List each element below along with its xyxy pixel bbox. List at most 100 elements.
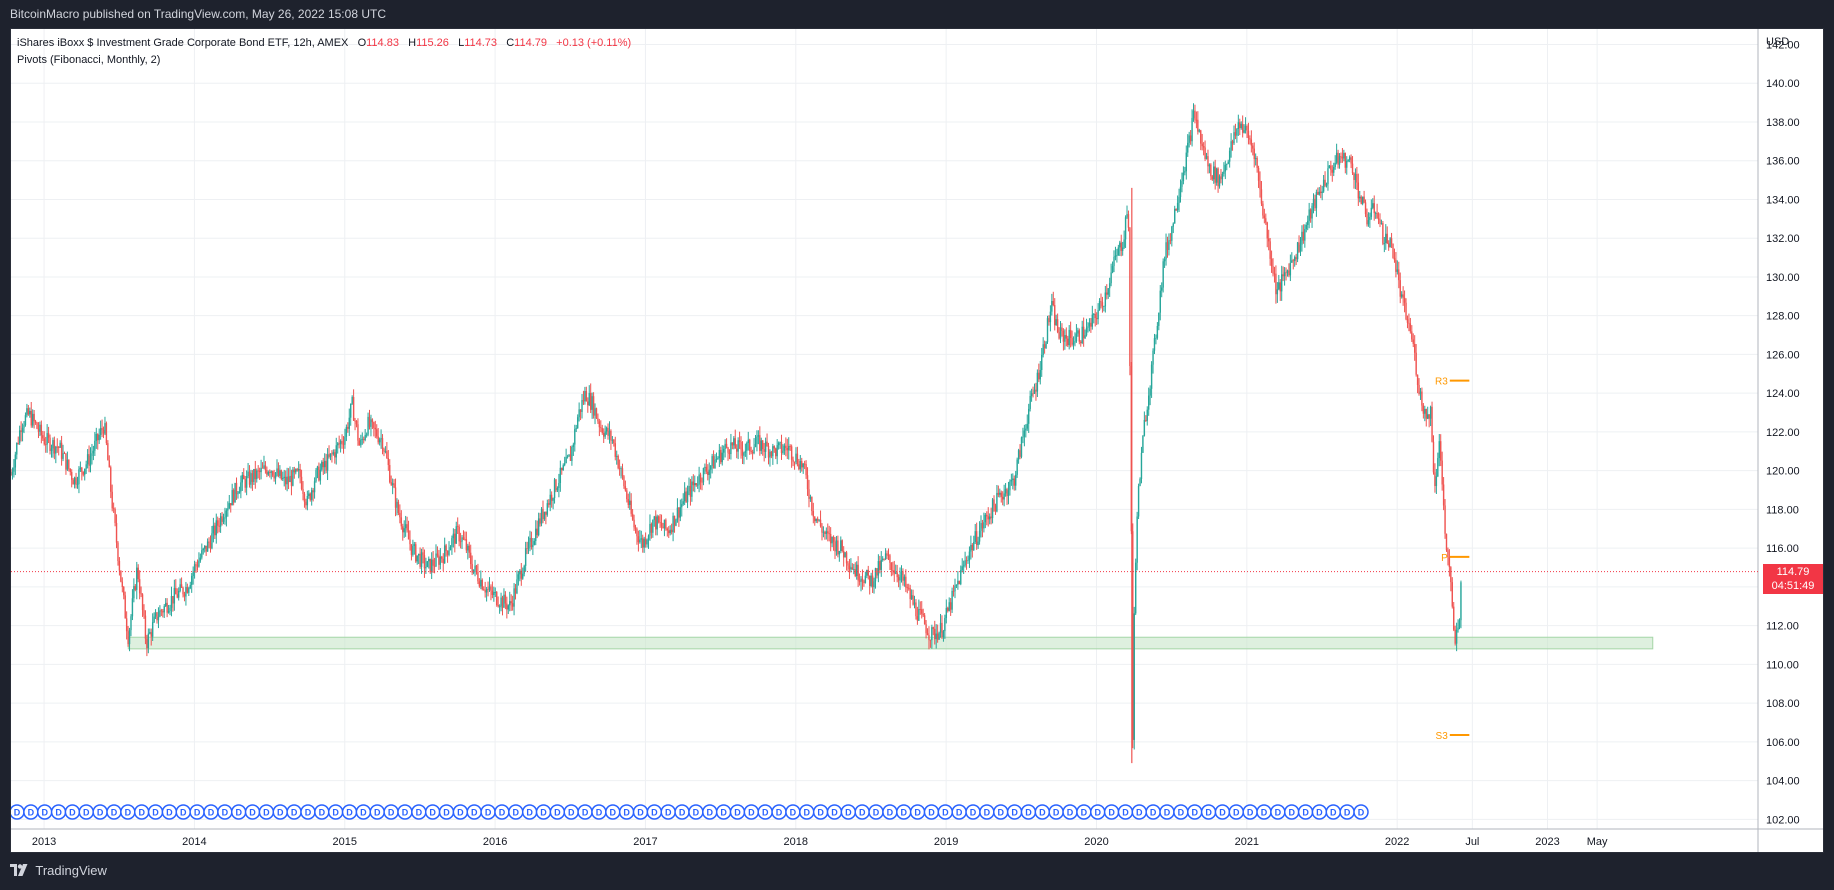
candle-body [456, 526, 459, 528]
candle-body [306, 496, 309, 506]
candle-body [1387, 243, 1390, 248]
candle-body [159, 610, 161, 617]
legend-symbol[interactable]: iShares iBoxx $ Investment Grade Corpora… [17, 37, 349, 49]
price-chart[interactable]: 102.00 104.00 106.00 108.00 110.00 112.00 114.… [11, 29, 1823, 852]
candle-body [1143, 419, 1146, 436]
candle-body [527, 541, 530, 549]
candle-body [575, 428, 577, 430]
candle-body [868, 575, 871, 587]
candle-body [1179, 186, 1182, 198]
candle-body [1429, 406, 1432, 419]
legend-indicator[interactable]: Pivots (Fibonacci, Monthly, 2) [17, 54, 161, 66]
candle-body [500, 597, 502, 607]
candle-body [358, 440, 361, 446]
x-tick-label: 2021 [1235, 836, 1259, 848]
candle-body [95, 433, 97, 441]
dividend-marker-label: D [637, 808, 644, 818]
candle-body [731, 442, 734, 446]
candle-body [335, 445, 337, 458]
candle-body [370, 419, 372, 427]
candle-body [1324, 179, 1326, 186]
dividend-marker-label: D [291, 808, 298, 818]
candle-body [430, 559, 433, 573]
candle-body [912, 595, 914, 605]
candle-body [1162, 261, 1164, 288]
candle-body [1392, 243, 1394, 258]
candle-body [994, 505, 997, 512]
candle-body [131, 598, 134, 617]
candle-body [1380, 223, 1383, 224]
dividend-marker-label: D [222, 808, 229, 818]
support-zone[interactable] [127, 636, 1654, 650]
candle-body [1197, 119, 1199, 132]
candle-body [975, 531, 978, 546]
candle-body [162, 611, 164, 613]
candle-body [1126, 214, 1128, 218]
candle-body [879, 561, 881, 570]
dividend-marker-label: D [1358, 808, 1365, 818]
candle-body [185, 587, 187, 597]
candle-body [425, 566, 427, 569]
candle-body [722, 448, 725, 453]
candle-body [916, 616, 919, 621]
candle-body [785, 445, 787, 448]
candle-body [373, 422, 375, 428]
candle-body [1091, 314, 1094, 327]
candle-body [681, 504, 683, 508]
candle-body [386, 451, 388, 459]
y-tick-label: 122.00 [1766, 427, 1800, 439]
candle-body [130, 616, 132, 631]
candle-body [1234, 132, 1237, 136]
candle-body [990, 516, 992, 519]
candle-body [821, 526, 823, 533]
dividend-marker[interactable] [1353, 804, 1369, 820]
candle-body [603, 433, 605, 437]
candle-body [837, 540, 839, 555]
candle-body [53, 440, 56, 454]
candle-body [678, 507, 680, 518]
candle-body [11, 471, 14, 475]
candle-body [470, 552, 472, 565]
candle-body [1292, 260, 1294, 262]
candle-body [614, 443, 616, 457]
pivot-label-r3: R3 [1435, 377, 1448, 388]
tradingview-logo-icon[interactable] [10, 854, 28, 890]
last-price-tag: 114.79 04:51:49 [1763, 563, 1823, 594]
candle-body [313, 481, 316, 493]
candle-body [507, 605, 509, 610]
candle-body [1032, 393, 1034, 395]
candle-body [85, 464, 87, 469]
candle-body [237, 493, 239, 495]
candle-body [1291, 260, 1293, 263]
candle-body [540, 508, 543, 524]
candle-body [887, 555, 890, 557]
candle-body [668, 530, 670, 534]
candle-body [631, 513, 634, 520]
candle-body [1046, 318, 1049, 342]
candle-body [378, 439, 381, 443]
candle-body [282, 477, 284, 480]
x-tick-label: 2014 [182, 836, 206, 848]
candle-body [524, 548, 527, 566]
candle-body [1137, 486, 1140, 517]
candle-body [1129, 227, 1131, 367]
candle-body [910, 595, 913, 600]
candle-body [279, 470, 281, 476]
candle-body [428, 558, 430, 562]
candle-body [1185, 152, 1187, 172]
candle-body [1395, 259, 1397, 272]
candle-body [834, 541, 836, 552]
candle-body [585, 390, 588, 402]
footer-brand[interactable]: TradingView [35, 863, 107, 878]
dividend-marker-label: D [554, 808, 561, 818]
dividend-marker-label: D [1081, 808, 1088, 818]
candle-body [1176, 202, 1179, 211]
candle-body [1389, 238, 1391, 248]
chart-panel[interactable]: 102.00 104.00 106.00 108.00 110.00 112.00 114.… [10, 28, 1824, 853]
dividend-marker-label: D [942, 808, 949, 818]
candle-body [172, 595, 174, 604]
candle-body [973, 542, 975, 550]
candle-body [996, 492, 998, 512]
candle-body [82, 471, 84, 475]
candle-body [1188, 135, 1190, 143]
